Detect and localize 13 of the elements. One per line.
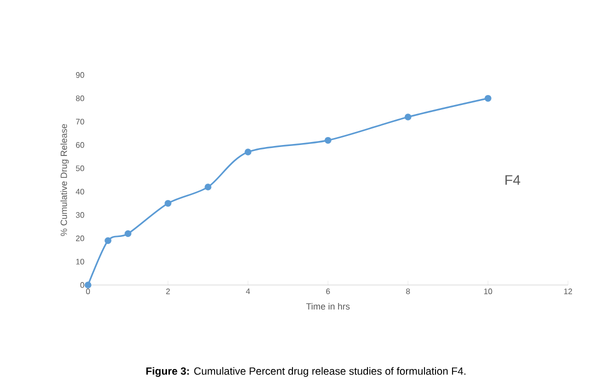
text: F4: [505, 175, 520, 185]
point: [244, 148, 252, 156]
point: [404, 114, 412, 120]
point: [164, 200, 172, 207]
point: [84, 282, 92, 288]
y-axis-title: % Cumulative Drug Release: [60, 124, 69, 236]
point: [324, 136, 332, 144]
point: [124, 230, 132, 238]
point: [204, 184, 212, 190]
point: [484, 94, 492, 102]
point: [104, 237, 112, 244]
text: Figure 3: Cumulative Percent drug release studies of formulation F4.: [146, 367, 466, 377]
x-axis-title: Time in hrs: [306, 303, 350, 310]
